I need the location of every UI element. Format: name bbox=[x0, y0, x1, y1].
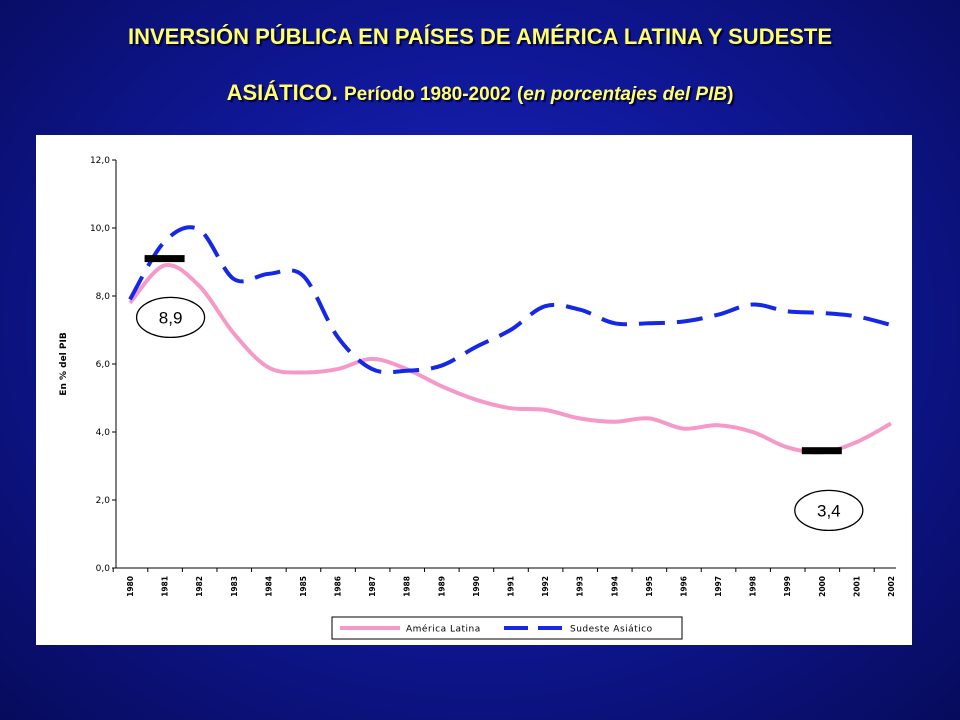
x-tick-label: 1992 bbox=[541, 576, 550, 597]
line-chart: 0,0 2,0 4,0 6,0 8,0 10,0 12,0 1980 1981 1982 1983 1… bbox=[59, 156, 896, 640]
y-tick-label: 4,0 bbox=[96, 428, 111, 438]
x-tick-label: 1984 bbox=[264, 576, 273, 597]
y-tick-label: 0,0 bbox=[96, 564, 111, 574]
title-unit: en porcentajes del PIB bbox=[523, 84, 728, 105]
x-tick-label: 1987 bbox=[368, 576, 377, 597]
chart-series bbox=[128, 225, 892, 455]
y-tick-label: 10,0 bbox=[90, 224, 110, 234]
x-tick-label: 1989 bbox=[437, 576, 446, 597]
title-paren-close: ) bbox=[727, 84, 734, 105]
x-tick-label: 1999 bbox=[783, 576, 792, 597]
annotation-label: 8,9 bbox=[159, 308, 183, 327]
x-tick-label: 1985 bbox=[299, 576, 308, 597]
legend-label-america-latina: América Latina bbox=[406, 624, 481, 635]
annotation-marker bbox=[801, 447, 842, 455]
series-line-america-latina bbox=[128, 263, 892, 455]
annotation-label: 3,4 bbox=[817, 501, 841, 520]
title-line-1: INVERSIÓN PÚBLICA EN PAÍSES DE AMÉRICA L… bbox=[127, 24, 833, 49]
annotation-marker bbox=[144, 255, 185, 263]
x-tick-label: 1991 bbox=[507, 576, 516, 597]
x-tick-label: 1982 bbox=[195, 576, 204, 597]
title-paren-open: ( bbox=[516, 84, 524, 105]
title-period: Período 1980-2002 bbox=[343, 84, 511, 105]
y-tick-label: 2,0 bbox=[96, 496, 111, 506]
legend-label-sudeste-asiatico: Sudeste Asiático bbox=[570, 625, 653, 635]
x-tick-label: 2001 bbox=[852, 576, 861, 597]
y-tick-label: 8,0 bbox=[96, 292, 111, 302]
chart-axes: 0,0 2,0 4,0 6,0 8,0 10,0 12,0 1980 1981 1982 1983 1… bbox=[59, 156, 896, 597]
annotation-callout bbox=[794, 489, 864, 532]
x-tick-label: 1981 bbox=[161, 576, 170, 597]
chart-panel: 0,0 2,0 4,0 6,0 8,0 10,0 12,0 1980 1981 1982 1983 1… bbox=[36, 135, 912, 645]
series-line-sudeste-asiatico bbox=[128, 225, 892, 375]
x-tick-label: 1988 bbox=[403, 576, 412, 597]
annotation-callout bbox=[135, 296, 206, 339]
x-tick-label: 1983 bbox=[230, 576, 239, 597]
x-tick-label: 1986 bbox=[334, 576, 343, 597]
y-axis-label: En % del PIB bbox=[59, 332, 69, 396]
x-tick-label: 1980 bbox=[126, 576, 135, 597]
title-line-2: ASIÁTICO. Período 1980-2002 (en porcenta… bbox=[40, 78, 920, 110]
x-tick-label: 1997 bbox=[714, 576, 723, 597]
chart-legend: América Latina Sudeste Asiático bbox=[331, 616, 683, 640]
x-tick-label: 1990 bbox=[472, 576, 481, 597]
x-tick-label: 1998 bbox=[749, 576, 758, 597]
y-tick-label: 6,0 bbox=[96, 360, 111, 370]
y-tick-label: 12,0 bbox=[90, 156, 110, 166]
x-tick-label: 2002 bbox=[887, 576, 896, 597]
x-tick-label: 1996 bbox=[679, 576, 688, 597]
chart-annotations: 8,9 3,4 bbox=[135, 255, 864, 532]
title-region: ASIÁTICO. bbox=[226, 80, 338, 105]
x-tick-label: 1993 bbox=[576, 576, 585, 597]
slide-title: INVERSIÓN PÚBLICA EN PAÍSES DE AMÉRICA L… bbox=[40, 22, 920, 110]
x-tick-label: 2000 bbox=[818, 576, 827, 597]
x-tick-label: 1994 bbox=[610, 576, 619, 597]
x-tick-label: 1995 bbox=[645, 576, 654, 597]
